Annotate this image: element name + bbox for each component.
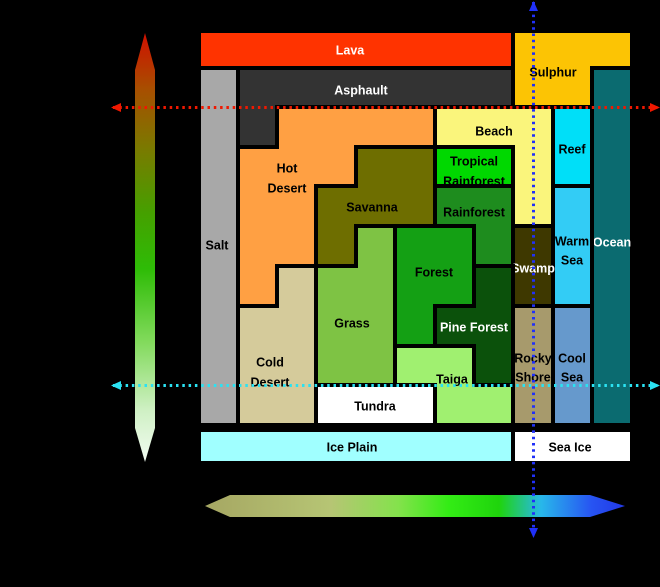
region-label-cool-sea-1: Sea xyxy=(561,371,584,385)
region-label-cool-sea-0: Cool xyxy=(558,352,586,366)
region-label-sea-ice: Sea Ice xyxy=(548,441,591,455)
horizontal-gradient-arrow xyxy=(205,495,625,517)
region-label-reef: Reef xyxy=(558,143,586,157)
region-label-salt: Salt xyxy=(206,239,230,253)
region-label-forest: Forest xyxy=(415,266,454,280)
region-label-warm-sea-1: Sea xyxy=(561,254,584,268)
region-cool-sea xyxy=(551,304,594,427)
region-label-lava: Lava xyxy=(336,44,366,58)
region-label-beach: Beach xyxy=(475,125,513,139)
vertical-gradient-arrow xyxy=(135,33,155,462)
region-label-rainforest: Rainforest xyxy=(443,206,506,220)
cyan-dotted-line-right-arrowhead xyxy=(650,381,660,390)
blue-dotted-line-top-arrowhead xyxy=(529,1,538,11)
region-label-ocean: Ocean xyxy=(593,236,631,250)
region-label-savanna: Savanna xyxy=(346,201,398,215)
region-label-cold-desert-1: Desert xyxy=(251,376,291,390)
region-label-hot-desert-1: Desert xyxy=(268,182,308,196)
region-tundra xyxy=(314,383,437,427)
region-label-sulphur: Sulphur xyxy=(529,66,576,80)
cyan-dotted-line-left-arrowhead xyxy=(111,381,121,390)
region-label-grass: Grass xyxy=(334,317,369,331)
blue-dotted-line-bottom-arrowhead xyxy=(529,528,538,538)
region-label-rocky-shore-0: Rocky xyxy=(514,352,552,366)
region-label-tundra: Tundra xyxy=(354,400,396,414)
region-label-tropical-rainforest-0: Tropical xyxy=(450,155,498,169)
red-dotted-line-left-arrowhead xyxy=(111,103,121,112)
region-label-pine-forest: Pine Forest xyxy=(440,321,509,335)
region-label-cold-desert-0: Cold xyxy=(256,356,284,370)
region-label-warm-sea-0: Warm xyxy=(555,235,589,249)
region-label-hot-desert-0: Hot xyxy=(277,162,299,176)
red-dotted-line-right-arrowhead xyxy=(650,103,660,112)
region-label-taiga: Taiga xyxy=(436,373,469,387)
region-label-asphault: Asphault xyxy=(334,84,388,98)
region-label-ice-plain: Ice Plain xyxy=(327,441,378,455)
region-sea-ice xyxy=(511,428,634,465)
region-label-rocky-shore-1: Shore xyxy=(515,371,550,385)
